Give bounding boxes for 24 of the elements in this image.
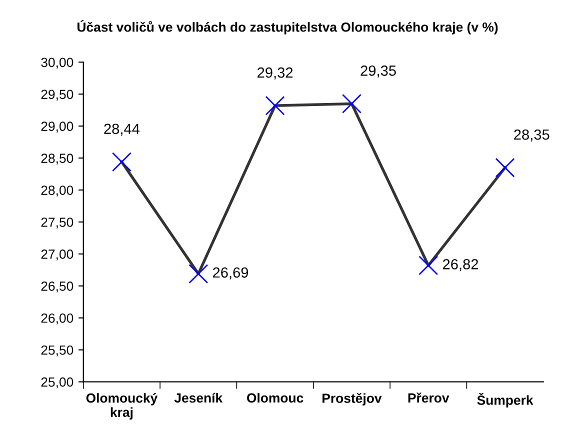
data-label: 26,82 <box>443 259 478 272</box>
y-tick-label: 28,50 <box>41 154 74 165</box>
data-label: 26,69 <box>213 267 248 280</box>
y-tick-label: 27,00 <box>41 250 74 260</box>
y-tick-label: 30,00 <box>41 58 74 69</box>
y-tick-label: 25,00 <box>41 377 74 388</box>
x-tick-label: Olomoucký kraj <box>86 392 158 420</box>
y-tick-label: 26,50 <box>41 282 74 292</box>
x-tick-label: Šumperk <box>477 392 534 408</box>
y-tick-label: 29,50 <box>41 90 74 101</box>
data-label: 29,35 <box>360 66 396 78</box>
chart-title: Účast voličů ve volbách do zastupitelstva Olomouckého kraje (v %) <box>78 20 498 34</box>
data-label: 28,35 <box>514 129 550 142</box>
data-label: 28,44 <box>104 124 140 136</box>
y-tick-label: 28,00 <box>41 186 74 196</box>
y-tick-label: 27,50 <box>41 218 74 228</box>
x-tick-label: Olomouc <box>246 392 304 403</box>
x-tick-label: Přerov <box>408 392 450 403</box>
data-label: 29,32 <box>258 67 293 80</box>
x-tick-label: Prostějov <box>322 392 382 406</box>
y-tick-label: 29,00 <box>41 122 74 133</box>
x-tick-label: Jeseník <box>174 392 223 403</box>
y-tick-label: 25,50 <box>41 345 74 356</box>
y-tick-label: 26,00 <box>41 313 74 324</box>
